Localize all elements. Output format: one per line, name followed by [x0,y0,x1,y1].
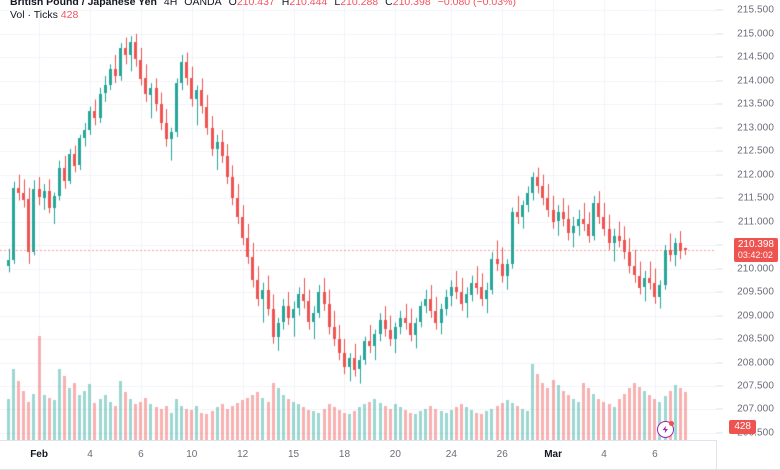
price-axis-tick-mark [716,174,723,176]
price-axis-tick-mark [716,80,723,82]
volume-legend[interactable]: Vol · Ticks 428 [10,9,78,21]
legend-high-value: 210.444 [289,0,328,8]
price-axis-tick-mark [716,127,723,129]
price-axis-tick: 208.000 [737,357,774,369]
price-axis-tick-mark [716,385,723,387]
price-axis-tick: 207.000 [737,403,774,415]
price-axis-tick: 215.000 [737,28,774,40]
price-axis-tick: 213.000 [737,122,774,134]
price-axis-tick: 211.000 [737,216,774,228]
price-axis-tick: 212.000 [737,169,774,181]
price-axis-tick-mark [716,33,723,35]
volume-value-tag: 428 [729,420,756,435]
time-axis-label: 15 [287,449,300,460]
price-axis-tick: 209.500 [737,286,774,298]
time-axis-top-border [0,440,716,441]
price-axis-tick-mark [716,9,723,11]
time-axis-label: 20 [389,449,401,460]
current-price-value: 210.398 [737,238,774,250]
volume-legend-label: Vol · Ticks [10,9,58,21]
lightning-bolt-icon[interactable] [657,421,675,438]
price-axis-tick: 213.500 [737,98,774,110]
alert-badge-dot [669,421,675,426]
legend-open-label: O [228,0,237,8]
candlestick-series [0,0,716,440]
price-axis-tick: 211.500 [737,192,774,204]
price-axis[interactable]: 210.398 03:42:02 428 215.500 215.000 214.5… [716,0,780,440]
volume-legend-value: 428 [60,9,79,21]
price-axis-tick-mark [716,432,723,434]
price-axis-tick-mark [716,56,723,58]
legend-interval[interactable]: 4H [163,0,178,8]
legend-low-label: L [334,0,341,8]
current-price-tag: 210.398 03:42:02 [733,237,778,262]
time-axis-label: Feb [30,449,48,460]
axis-corner-divider [716,440,717,470]
time-axis-label: 18 [338,449,351,460]
price-axis-tick-mark [716,221,723,223]
price-axis-tick-mark [716,103,723,105]
price-axis-tick-mark [716,150,723,152]
legend-high-label: H [281,0,290,8]
price-axis-tick-mark [716,315,723,317]
legend-low-value: 210.288 [340,0,379,8]
time-axis-label: 4 [87,449,93,460]
chart-legend[interactable]: British Pound / Japanese Yen 4H OANDA O210.… [10,0,516,8]
price-axis-tick: 214.000 [737,75,774,87]
price-axis-tick: 214.500 [737,51,774,63]
price-axis-tick: 209.000 [737,310,774,322]
legend-change: −0.080 (−0.03%) [437,0,516,8]
legend-symbol[interactable]: British Pound / Japanese Yen [10,0,157,8]
legend-close-value: 210.398 [392,0,431,8]
bar-countdown: 03:42:02 [737,249,773,260]
price-axis-tick-mark [716,362,723,364]
price-axis-tick-mark [716,408,723,410]
time-axis-label: 24 [445,449,457,460]
time-axis-label: 6 [138,449,144,460]
legend-exchange: OANDA [184,0,222,8]
price-axis-tick-mark [716,244,723,246]
legend-open-value: 210.437 [236,0,275,8]
price-axis-tick: 210.000 [737,263,774,275]
price-axis-tick-mark [716,197,723,199]
legend-close-label: C [385,0,393,8]
price-axis-tick-mark [716,338,723,340]
time-axis-label: 12 [237,449,249,460]
time-axis-label: 10 [186,449,198,460]
time-axis-label: 6 [652,449,658,460]
price-axis-tick-mark [716,291,723,293]
time-axis-label: 4 [601,449,607,460]
time-axis-label: Mar [544,449,563,460]
price-axis-tick: 215.500 [737,4,774,16]
price-axis-tick: 212.500 [737,145,774,157]
time-axis-label: 26 [496,449,508,460]
chart-plot-area[interactable] [0,0,716,440]
price-axis-tick-mark [716,268,723,270]
price-axis-tick: 207.500 [737,380,774,392]
price-axis-tick: 208.500 [737,333,774,345]
time-axis[interactable]: Feb 4 6 10 12 15 18 20 24 26 Mar 4 6 [0,440,780,470]
